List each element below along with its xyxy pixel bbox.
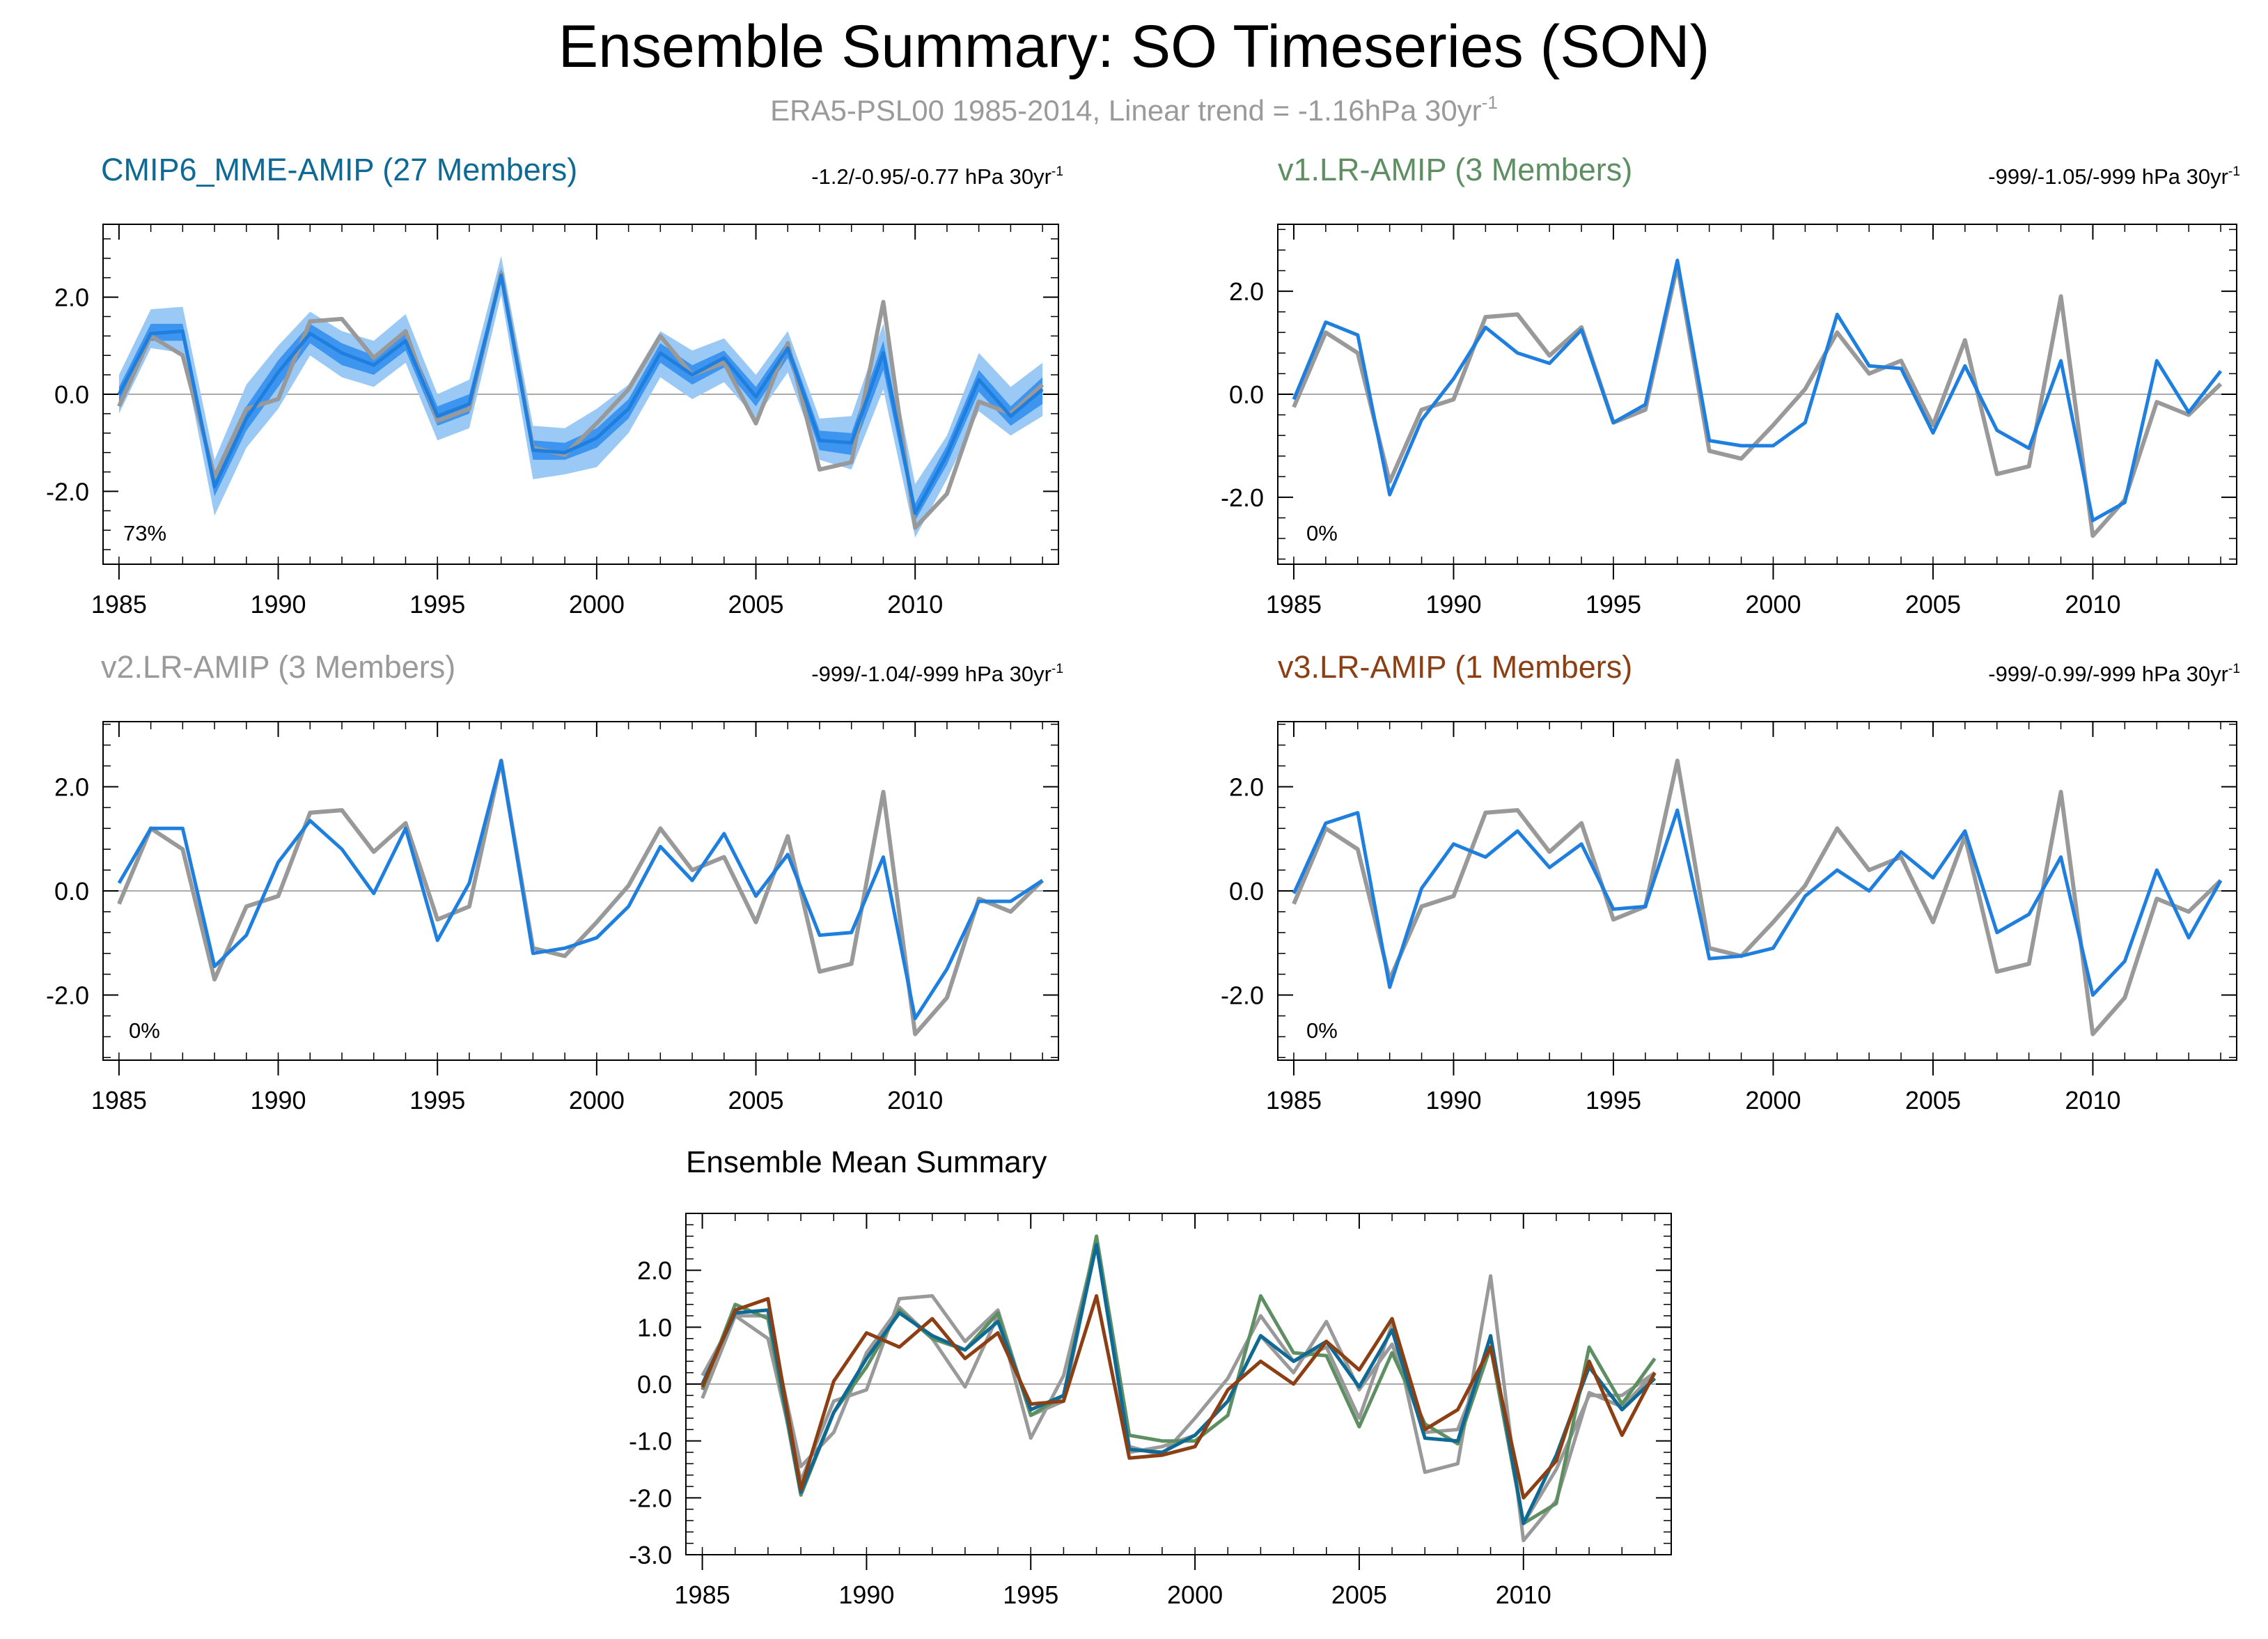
cmip6-trend-label: -1.2/-0.95/-0.77 hPa 30yr-1: [811, 164, 1063, 189]
cmip6-percent-label: 73%: [123, 521, 167, 545]
cmip6-trend-text: -1.2/-0.95/-0.77 hPa 30yr: [811, 164, 1051, 189]
mean-y-tick-label: -1.0: [629, 1427, 672, 1456]
v1-series-v1-lr-amip: [1292, 258, 2223, 522]
v2-trend-exponent: -1: [1051, 662, 1063, 676]
cmip6-panel-title: CMIP6_MME-AMIP (27 Members): [101, 152, 578, 187]
mean-chart: -3.0 -2.0 -1.0 0.0 1.0 2.0 1985 1990 1995 2000 200…: [629, 1213, 1672, 1609]
v2-y-tick-label: 2.0: [54, 772, 89, 801]
mean-x-tick-label: 2005: [1331, 1580, 1387, 1609]
v2-y-tick-label: -2.0: [46, 981, 89, 1010]
v2-trend-text: -999/-1.04/-999 hPa 30yr: [811, 662, 1051, 687]
v1-chart: -2.0 0.0 2.0 1985 1990 1995 2000 2005 2010: [1221, 224, 2237, 619]
mean-y-tick-label: -2.0: [629, 1484, 672, 1512]
cmip6-series-cmip6-mme-amip: [117, 273, 1044, 515]
mean-series-v1-lr-amip: [701, 1234, 1657, 1525]
mean-x-tick-label: 2010: [1496, 1580, 1551, 1609]
mean-series-v2-lr-amip: [701, 1240, 1656, 1525]
main-title: Ensemble Summary: SO Timeseries (SON): [558, 13, 1710, 80]
v2-x-tick-label: 2000: [569, 1086, 625, 1114]
v3-x-tick-label: 2000: [1745, 1086, 1801, 1114]
v2-chart: -2.0 0.0 2.0 1985 1990 1995 2000 2005 2010: [46, 721, 1059, 1114]
subtitle-text: ERA5-PSL00 1985-2014, Linear trend = -1.…: [770, 94, 1482, 127]
mean-y-tick-label: 0.0: [637, 1370, 672, 1399]
mean-series-v3-lr-amip: [701, 1294, 1657, 1500]
v3-trend-text: -999/-0.99/-999 hPa 30yr: [1988, 662, 2228, 687]
mean-y-tick-label: 2.0: [637, 1257, 672, 1285]
v1-trend-text: -999/-1.05/-999 hPa 30yr: [1988, 164, 2228, 189]
v2-x-tick-label: 2010: [887, 1086, 943, 1114]
v1-panel-title: v1.LR-AMIP (3 Members): [1278, 152, 1633, 187]
cmip6-chart: -2.0 0.0 2.0 1985 1990 1995 2000 2005 2010: [46, 224, 1059, 619]
v1-trend-label: -999/-1.05/-999 hPa 30yr-1: [1988, 164, 2240, 189]
v3-y-tick-label: 2.0: [1229, 772, 1264, 801]
v1-trend-exponent: -1: [2228, 164, 2240, 179]
v3-x-tick-label: 2010: [2065, 1086, 2120, 1114]
mean-y-tick-label: 1.0: [637, 1313, 672, 1342]
cmip6-trend-exponent: -1: [1051, 164, 1063, 179]
v3-series-v3-lr-amip: [1292, 808, 2223, 997]
v2-series-v2-lr-amip: [117, 759, 1044, 1020]
cmip6-x-tick-label: 2010: [887, 590, 943, 619]
mean-panel-title: Ensemble Mean Summary: [686, 1145, 1047, 1179]
v2-percent-label: 0%: [129, 1018, 160, 1043]
v3-trend-exponent: -1: [2228, 662, 2240, 676]
v1-x-tick-label: 1985: [1266, 590, 1322, 619]
v3-y-tick-label: -2.0: [1221, 981, 1264, 1010]
mean-x-tick-label: 1995: [1003, 1580, 1058, 1609]
cmip6-y-tick-label: -2.0: [46, 477, 89, 506]
mean-series-era5-psl00: [701, 1240, 1657, 1543]
subtitle-exponent: -1: [1481, 92, 1498, 113]
v1-y-tick-label: 2.0: [1229, 277, 1264, 306]
v2-trend-label: -999/-1.04/-999 hPa 30yr-1: [811, 662, 1063, 687]
v3-chart: -2.0 0.0 2.0 1985 1990 1995 2000 2005 2010: [1221, 721, 2237, 1114]
v3-series-era5-psl00: [1292, 759, 2223, 1036]
v1-x-tick-label: 1990: [1425, 590, 1481, 619]
v2-series-era5-psl00: [117, 759, 1045, 1036]
subtitle: ERA5-PSL00 1985-2014, Linear trend = -1.…: [0, 92, 2268, 127]
v1-percent-label: 0%: [1306, 521, 1338, 545]
cmip6-x-tick-label: 1990: [250, 590, 306, 619]
v3-y-tick-label: 0.0: [1229, 877, 1264, 906]
mean-x-tick-label: 1990: [838, 1580, 894, 1609]
v3-x-tick-label: 1995: [1586, 1086, 1641, 1114]
v2-y-tick-label: 0.0: [54, 877, 89, 906]
cmip6-x-tick-label: 1985: [91, 590, 147, 619]
cmip6-series-era5-psl00: [117, 270, 1045, 530]
v1-x-tick-label: 1995: [1586, 590, 1641, 619]
cmip6-x-tick-label: 1995: [409, 590, 465, 619]
v1-series-era5-psl00: [1292, 263, 2223, 538]
v3-panel-title: v3.LR-AMIP (1 Members): [1278, 649, 1633, 685]
v2-panel-title: v2.LR-AMIP (3 Members): [101, 649, 456, 685]
v1-y-tick-label: 0.0: [1229, 380, 1264, 409]
v1-x-tick-label: 2000: [1745, 590, 1801, 619]
v2-x-tick-label: 2005: [728, 1086, 783, 1114]
v2-x-tick-label: 1995: [409, 1086, 465, 1114]
v2-x-tick-label: 1985: [91, 1086, 147, 1114]
v3-x-tick-label: 2005: [1905, 1086, 1961, 1114]
v1-x-tick-label: 2005: [1905, 590, 1961, 619]
v3-trend-label: -999/-0.99/-999 hPa 30yr-1: [1988, 662, 2240, 687]
v1-y-tick-label: -2.0: [1221, 483, 1264, 512]
v1-x-tick-label: 2010: [2065, 590, 2120, 619]
cmip6-x-tick-label: 2000: [569, 590, 625, 619]
v2-x-tick-label: 1990: [250, 1086, 306, 1114]
v3-x-tick-label: 1985: [1266, 1086, 1322, 1114]
cmip6-y-tick-label: 0.0: [54, 380, 89, 409]
mean-x-tick-label: 2000: [1167, 1580, 1223, 1609]
cmip6-x-tick-label: 2005: [728, 590, 783, 619]
v3-percent-label: 0%: [1306, 1018, 1338, 1043]
cmip6-y-tick-label: 2.0: [54, 283, 89, 312]
mean-y-tick-label: -3.0: [629, 1541, 672, 1569]
v3-x-tick-label: 1990: [1425, 1086, 1481, 1114]
mean-x-tick-label: 1985: [675, 1580, 730, 1609]
